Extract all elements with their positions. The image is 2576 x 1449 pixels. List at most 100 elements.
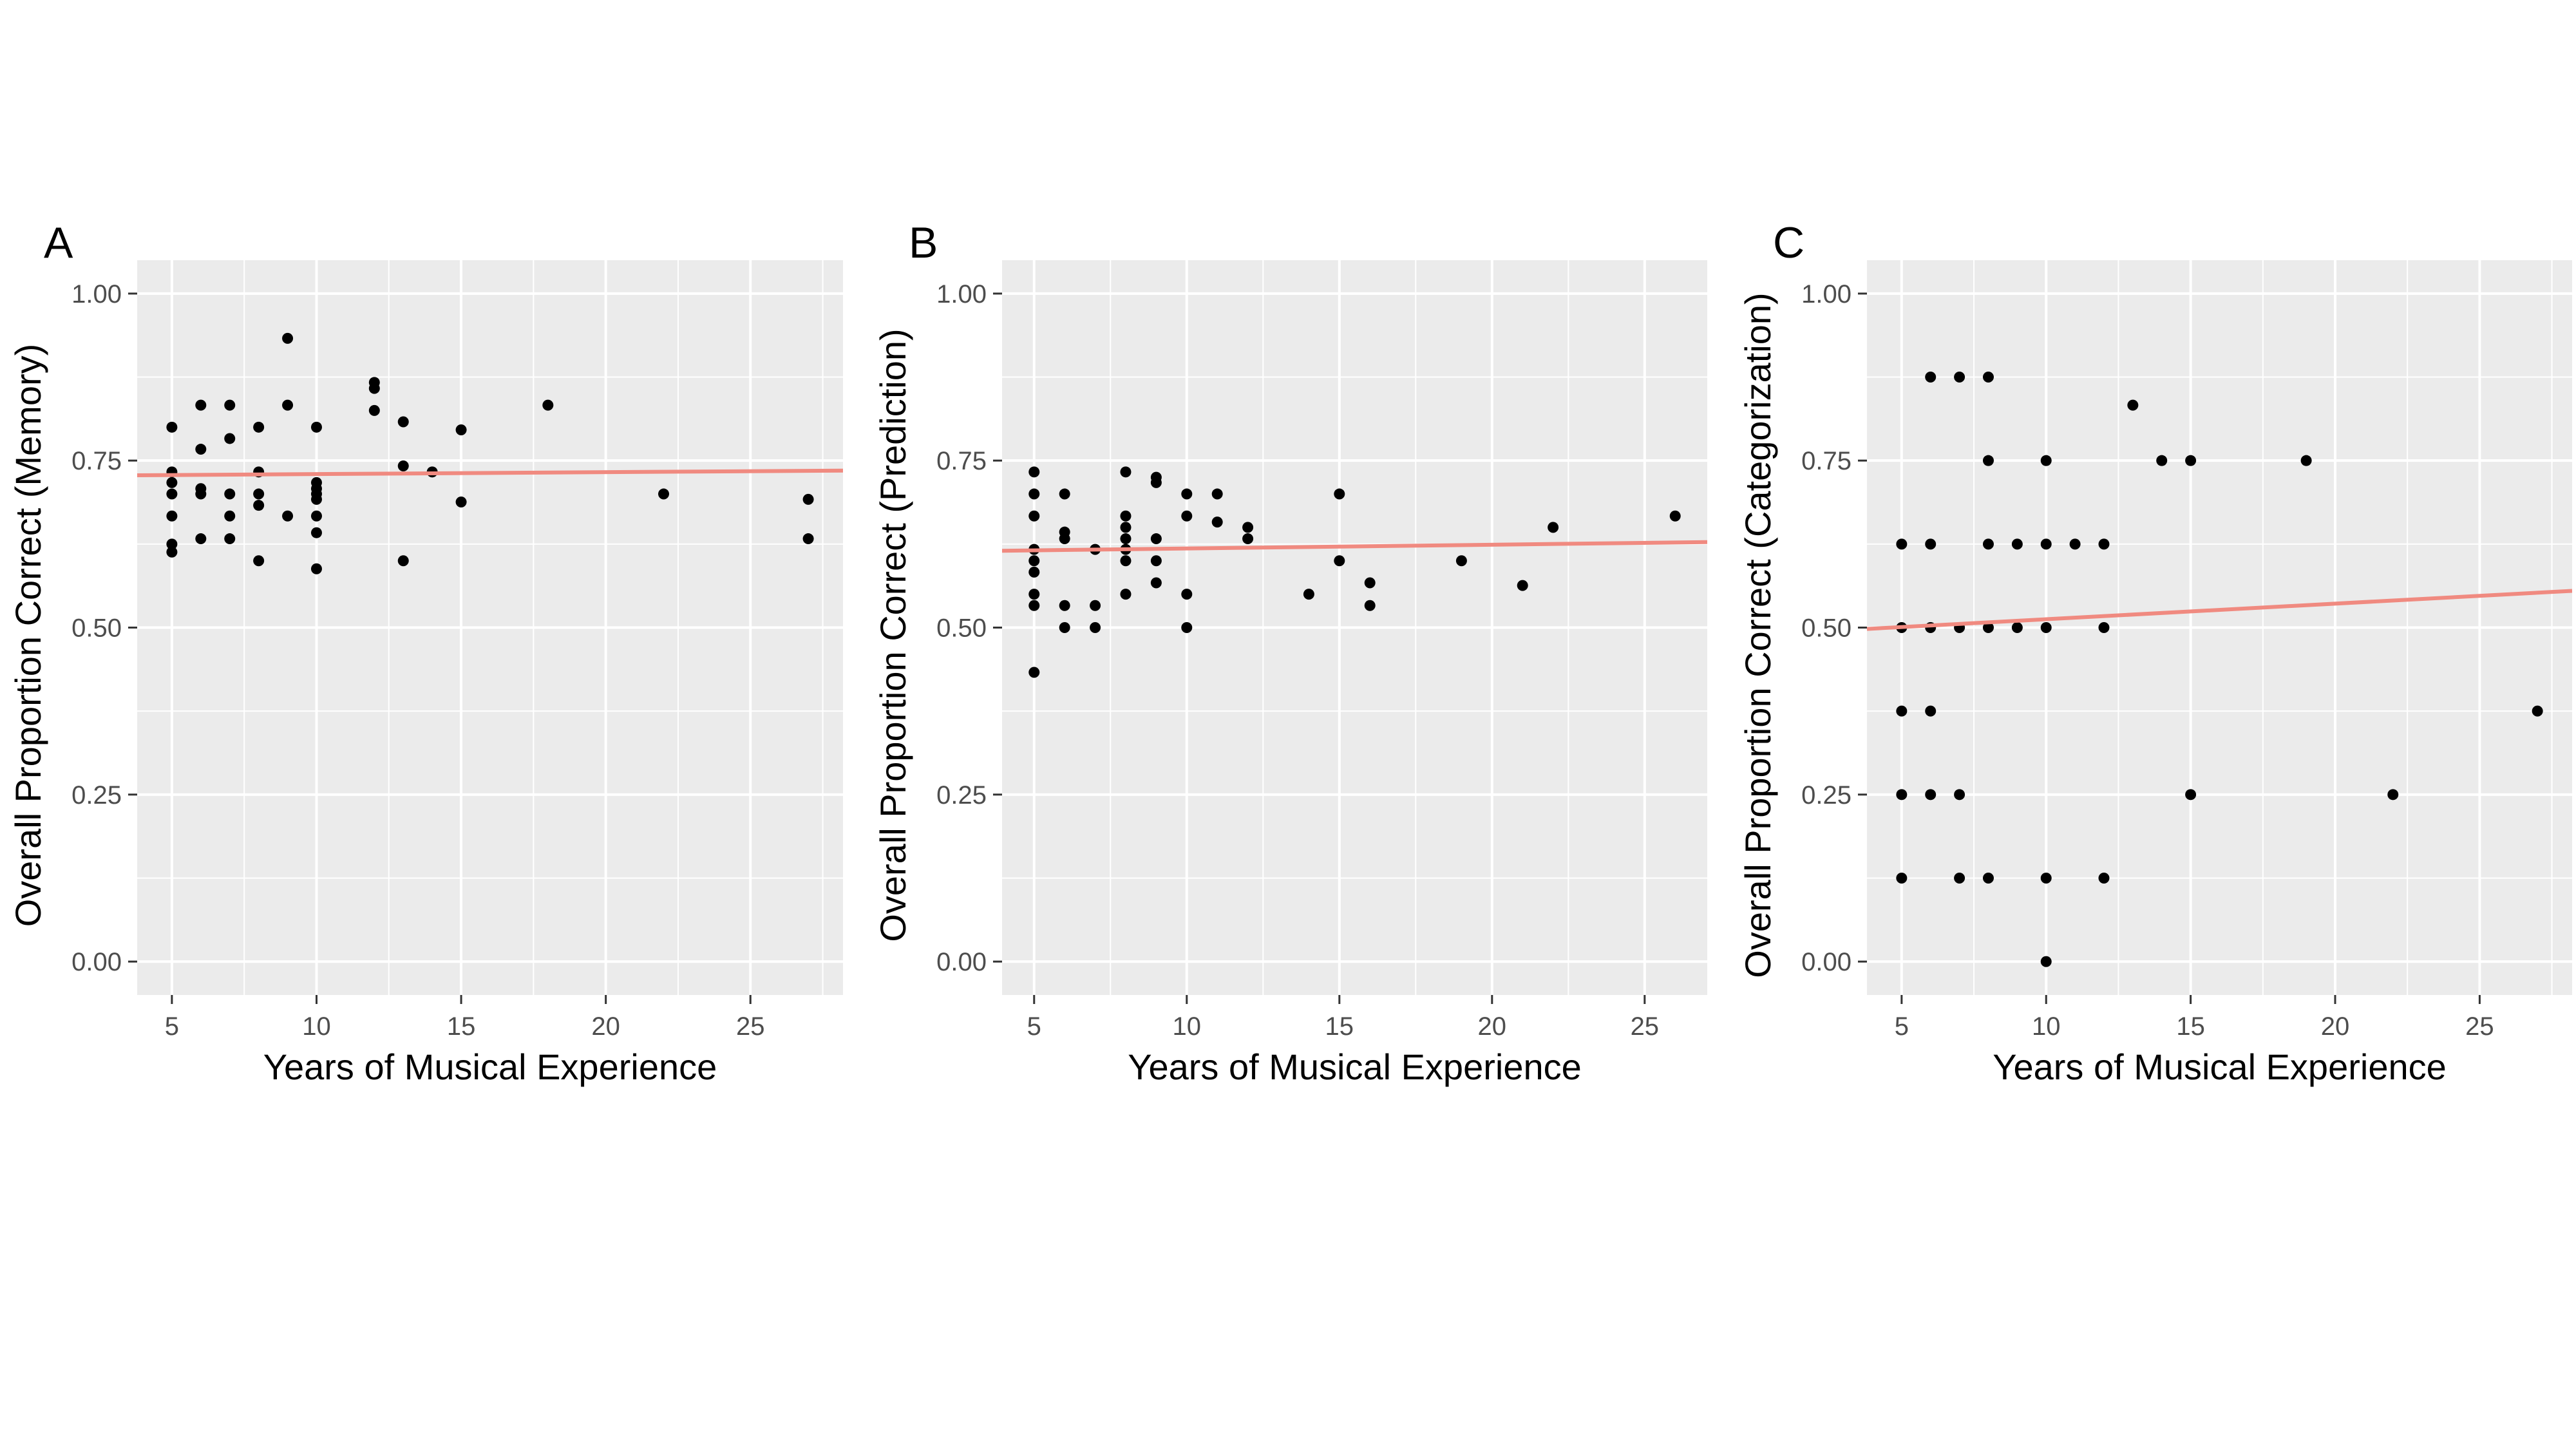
panel-c-data-point	[1896, 789, 1908, 800]
panel-a-plot-area: 5 10 15 20 25 0.00 0.25 0.50 0.75 1.00	[71, 260, 843, 1041]
panel-b-data-point	[1455, 555, 1467, 567]
panel-b-x-tick-label: 10	[1173, 1012, 1202, 1041]
panel-a-data-point	[166, 488, 178, 500]
panel-c-data-point	[2098, 538, 2110, 550]
panel-b-data-point	[1181, 622, 1193, 633]
panel-c-x-axis-title: Years of Musical Experience	[1993, 1046, 2447, 1087]
panel-c-data-point	[2156, 455, 2168, 466]
panel-a-data-point	[802, 533, 814, 545]
panel-c-data-point	[1925, 538, 1937, 550]
panel-c-y-tick-label: 0.25	[1801, 781, 1852, 810]
panel-a-data-point	[224, 510, 236, 522]
panel-c-data-point	[2040, 956, 2052, 967]
panel-a-y-tick-label: 0.25	[71, 781, 122, 810]
panel-c-data-point	[1982, 372, 1994, 383]
panel-a-data-point	[224, 533, 236, 545]
panel-a-data-point	[397, 555, 409, 567]
panel-a-data-point	[195, 488, 207, 500]
panel-a-y-tick-label: 1.00	[71, 280, 122, 308]
panel-a-data-point	[310, 493, 322, 505]
panel-c-data-point	[1982, 622, 1994, 633]
panel-c-data-point	[1925, 705, 1937, 717]
panel-a-data-point	[282, 399, 294, 411]
panel-b-y-tick-label: 0.75	[936, 447, 987, 475]
panel-c-data-point	[2098, 622, 2110, 633]
panel-a-data-point	[224, 399, 236, 411]
panel-a-data-point	[253, 500, 265, 511]
panel-b-data-point	[1334, 555, 1345, 567]
panel-b-tag: B	[909, 218, 938, 267]
panel-b-data-point	[1181, 488, 1193, 500]
panel-b-y-tick-label: 0.50	[936, 614, 987, 643]
panel-c-data-point	[1925, 789, 1937, 800]
panel-a: 5 10 15 20 25 0.00 0.25 0.50 0.75 1.00 A Years of…	[8, 218, 843, 1087]
panel-c-data-point	[2185, 789, 2197, 800]
panel-a-y-tick-label: 0.75	[71, 447, 122, 475]
panel-a-tag: A	[44, 218, 73, 267]
panel-a-data-point	[282, 332, 294, 344]
panel-c-y-tick-label: 0.50	[1801, 614, 1852, 643]
panel-c-y-axis-title: Overall Proportion Correct (Categorizati…	[1738, 292, 1778, 978]
panel-b: 5 10 15 20 25 0.00 0.25 0.50 0.75 1.00 B Years of…	[873, 218, 1707, 1087]
panel-c-data-point	[2069, 538, 2081, 550]
panel-a-data-point	[368, 383, 380, 394]
panel-a-data-point	[802, 493, 814, 505]
panel-a-data-point	[253, 421, 265, 433]
panel-c-data-point	[2011, 622, 2023, 633]
panel-a-data-point	[166, 510, 178, 522]
panel-c-y-tick-label: 0.00	[1801, 948, 1852, 976]
panel-a-data-point	[368, 404, 380, 416]
panel-b-x-tick-label: 5	[1027, 1012, 1041, 1041]
panel-b-data-point	[1181, 510, 1193, 522]
panel-a-data-point	[253, 488, 265, 500]
panel-c-x-tick-label: 10	[2032, 1012, 2061, 1041]
panel-a-x-tick-label: 5	[165, 1012, 179, 1041]
panel-b-y-tick-label: 1.00	[936, 280, 987, 308]
panel-b-data-point	[1059, 488, 1070, 500]
panel-c-data-point	[1954, 789, 1965, 800]
panel-a-data-point	[253, 555, 265, 567]
panel-c-data-point	[2040, 872, 2052, 884]
panel-b-data-point	[1242, 522, 1254, 533]
panel-c-data-point	[1954, 372, 1965, 383]
panel-c-data-point	[1925, 372, 1937, 383]
panel-b-data-point	[1028, 667, 1040, 678]
panel-a-data-point	[195, 444, 207, 455]
panel-b-data-point	[1059, 533, 1070, 545]
panel-a-y-tick-label: 0.00	[71, 948, 122, 976]
panel-c-data-point	[1896, 538, 1908, 550]
panel-a-data-point	[224, 433, 236, 444]
panel-b-y-tick-label: 0.25	[936, 781, 987, 810]
panel-a-data-point	[282, 510, 294, 522]
panel-c-data-point	[2098, 872, 2110, 884]
panel-a-data-point	[224, 488, 236, 500]
panel-b-data-point	[1364, 600, 1376, 611]
panel-b-y-axis-title: Overall Proportion Correct (Prediction)	[873, 328, 913, 942]
panel-b-data-point	[1059, 600, 1070, 611]
panel-b-data-point	[1120, 510, 1132, 522]
panel-b-data-point	[1028, 600, 1040, 611]
panel-a-data-point	[166, 546, 178, 558]
panel-a-data-point	[658, 488, 670, 500]
panel-b-data-point	[1090, 622, 1101, 633]
panel-c-plot-area: 5 10 15 20 25 0.00 0.25 0.50 0.75 1.00	[1801, 260, 2572, 1041]
panel-b-data-point	[1028, 466, 1040, 478]
panel-b-data-point	[1242, 533, 1254, 545]
panel-c-y-tick-label: 1.00	[1801, 280, 1852, 308]
panel-a-data-point	[310, 563, 322, 574]
panel-c-x-tick-label: 20	[2321, 1012, 2350, 1041]
panel-c-data-point	[1954, 872, 1965, 884]
panel-a-data-point	[166, 477, 178, 488]
panel-b-data-point	[1181, 589, 1193, 600]
panel-a-data-point	[310, 510, 322, 522]
panel-c-data-point	[2387, 789, 2399, 800]
panel-c-data-point	[2040, 538, 2052, 550]
panel-b-data-point	[1334, 488, 1345, 500]
panel-b-data-point	[1120, 522, 1132, 533]
panel-c-data-point	[2040, 622, 2052, 633]
panel-b-data-point	[1364, 577, 1376, 589]
panel-c-data-point	[1982, 538, 1994, 550]
panel-b-data-point	[1120, 533, 1132, 545]
panel-b-data-point	[1211, 488, 1223, 500]
